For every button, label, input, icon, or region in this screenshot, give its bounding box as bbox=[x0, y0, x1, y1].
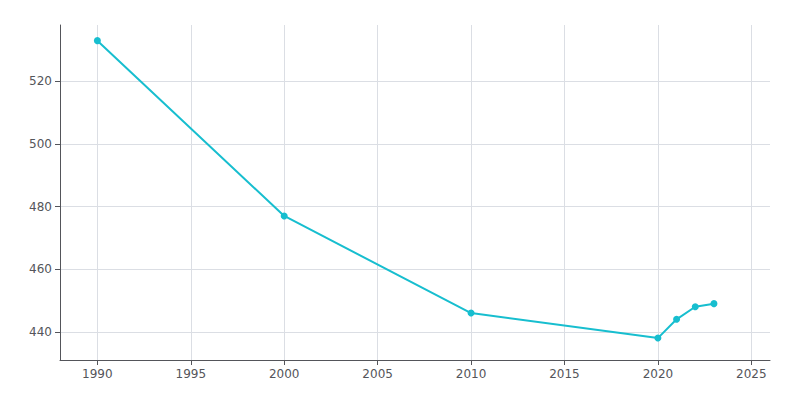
svg-text:1995: 1995 bbox=[176, 367, 207, 381]
svg-text:520: 520 bbox=[29, 74, 52, 88]
svg-text:1990: 1990 bbox=[82, 367, 113, 381]
svg-text:460: 460 bbox=[29, 262, 52, 276]
svg-text:2005: 2005 bbox=[362, 367, 393, 381]
svg-text:500: 500 bbox=[29, 137, 52, 151]
svg-text:2015: 2015 bbox=[549, 367, 580, 381]
svg-text:2000: 2000 bbox=[269, 367, 300, 381]
svg-text:440: 440 bbox=[29, 325, 52, 339]
svg-text:2025: 2025 bbox=[736, 367, 767, 381]
svg-text:480: 480 bbox=[29, 200, 52, 214]
svg-text:2020: 2020 bbox=[643, 367, 674, 381]
svg-text:2010: 2010 bbox=[456, 367, 487, 381]
